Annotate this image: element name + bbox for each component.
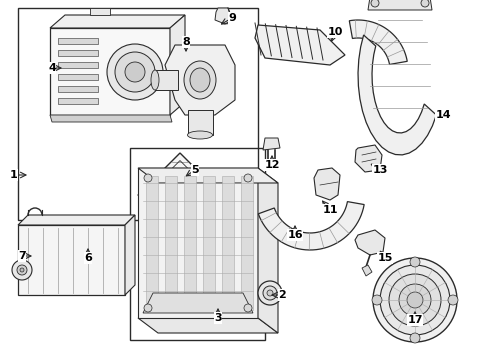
Polygon shape <box>241 176 253 310</box>
Circle shape <box>107 44 163 100</box>
Polygon shape <box>263 138 280 150</box>
Polygon shape <box>222 176 234 310</box>
Polygon shape <box>368 0 432 10</box>
Text: 3: 3 <box>214 313 222 323</box>
Polygon shape <box>362 265 372 276</box>
Text: 11: 11 <box>322 205 338 215</box>
Polygon shape <box>58 38 98 44</box>
Circle shape <box>267 290 273 296</box>
Polygon shape <box>170 15 185 115</box>
Polygon shape <box>138 153 222 237</box>
Polygon shape <box>18 215 135 225</box>
Circle shape <box>389 274 441 326</box>
Text: 10: 10 <box>327 27 343 37</box>
Circle shape <box>244 174 252 182</box>
Text: 16: 16 <box>287 230 303 240</box>
Text: 17: 17 <box>407 315 423 325</box>
Polygon shape <box>58 74 98 80</box>
Text: 8: 8 <box>182 37 190 47</box>
Polygon shape <box>138 168 258 318</box>
Ellipse shape <box>190 68 210 92</box>
Circle shape <box>115 52 155 92</box>
Circle shape <box>20 268 24 272</box>
Circle shape <box>399 284 431 316</box>
Polygon shape <box>138 318 278 333</box>
Circle shape <box>12 260 32 280</box>
Polygon shape <box>138 168 278 183</box>
Polygon shape <box>125 215 135 295</box>
Circle shape <box>17 265 27 275</box>
Polygon shape <box>50 28 170 115</box>
Text: 5: 5 <box>191 165 199 175</box>
Polygon shape <box>358 35 437 155</box>
Polygon shape <box>143 293 253 313</box>
Circle shape <box>407 292 423 308</box>
Circle shape <box>144 174 152 182</box>
Polygon shape <box>314 168 340 200</box>
Circle shape <box>144 304 152 312</box>
Polygon shape <box>90 8 110 15</box>
Circle shape <box>448 295 458 305</box>
Circle shape <box>380 265 450 335</box>
Text: 1: 1 <box>10 170 18 180</box>
Circle shape <box>371 0 379 7</box>
Polygon shape <box>258 202 364 250</box>
Polygon shape <box>58 62 98 68</box>
Circle shape <box>421 0 429 7</box>
Polygon shape <box>58 98 98 104</box>
Polygon shape <box>188 110 213 135</box>
Polygon shape <box>349 20 407 64</box>
Polygon shape <box>255 25 345 65</box>
Circle shape <box>373 258 457 342</box>
Polygon shape <box>155 70 178 90</box>
Ellipse shape <box>151 70 159 90</box>
Polygon shape <box>215 8 232 24</box>
Polygon shape <box>58 50 98 56</box>
Text: 2: 2 <box>278 290 286 300</box>
Circle shape <box>263 286 277 300</box>
Polygon shape <box>165 176 177 310</box>
Text: 12: 12 <box>264 160 280 170</box>
Ellipse shape <box>184 61 216 99</box>
Circle shape <box>244 304 252 312</box>
Circle shape <box>372 295 382 305</box>
Ellipse shape <box>188 131 213 139</box>
Polygon shape <box>50 115 172 122</box>
Circle shape <box>410 257 420 267</box>
Polygon shape <box>58 86 98 92</box>
Text: 7: 7 <box>18 251 26 261</box>
Polygon shape <box>184 176 196 310</box>
Polygon shape <box>355 145 382 172</box>
Text: 6: 6 <box>84 253 92 263</box>
Polygon shape <box>355 230 385 255</box>
Text: 9: 9 <box>228 13 236 23</box>
Text: 4: 4 <box>48 63 56 73</box>
Text: 13: 13 <box>372 165 388 175</box>
Circle shape <box>258 281 282 305</box>
Polygon shape <box>18 225 125 295</box>
Circle shape <box>410 333 420 343</box>
Polygon shape <box>50 15 185 28</box>
Text: 14: 14 <box>435 110 451 120</box>
Text: 15: 15 <box>377 253 392 263</box>
Circle shape <box>125 62 145 82</box>
Polygon shape <box>165 45 235 115</box>
Polygon shape <box>203 176 215 310</box>
Polygon shape <box>146 176 158 310</box>
Polygon shape <box>258 168 278 333</box>
